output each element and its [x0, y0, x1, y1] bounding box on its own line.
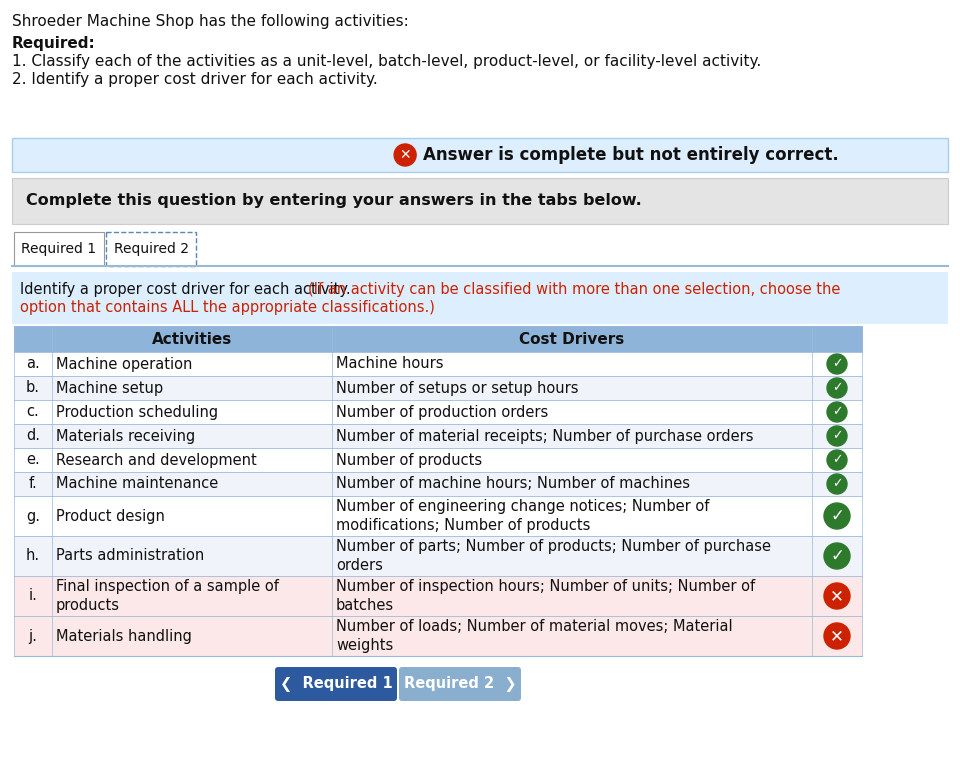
Text: (If an activity can be classified with more than one selection, choose the: (If an activity can be classified with m…: [308, 282, 840, 297]
Text: ✓: ✓: [831, 382, 842, 394]
Text: 2. Identify a proper cost driver for each activity.: 2. Identify a proper cost driver for eac…: [12, 72, 377, 87]
Text: Answer is complete but not entirely correct.: Answer is complete but not entirely corr…: [423, 146, 839, 164]
Circle shape: [824, 623, 850, 649]
Text: j.: j.: [29, 629, 37, 644]
Circle shape: [827, 426, 847, 446]
Text: h.: h.: [26, 548, 40, 564]
FancyBboxPatch shape: [14, 326, 862, 352]
Text: ✕: ✕: [830, 587, 844, 605]
FancyBboxPatch shape: [399, 667, 521, 701]
Text: ✕: ✕: [399, 148, 411, 162]
Circle shape: [827, 378, 847, 398]
Text: Number of products: Number of products: [336, 453, 482, 468]
FancyBboxPatch shape: [106, 232, 196, 266]
Text: Cost Drivers: Cost Drivers: [519, 332, 625, 346]
FancyBboxPatch shape: [12, 272, 948, 324]
FancyBboxPatch shape: [14, 536, 862, 576]
Text: f.: f.: [29, 476, 37, 492]
Text: Research and development: Research and development: [56, 453, 256, 468]
FancyBboxPatch shape: [14, 376, 862, 400]
Text: Number of parts; Number of products; Number of purchase
orders: Number of parts; Number of products; Num…: [336, 540, 771, 572]
Text: ✓: ✓: [830, 547, 844, 565]
Text: Number of inspection hours; Number of units; Number of
batches: Number of inspection hours; Number of un…: [336, 579, 756, 613]
Text: d.: d.: [26, 429, 40, 443]
FancyBboxPatch shape: [14, 472, 862, 496]
Text: a.: a.: [26, 357, 40, 371]
Text: Number of material receipts; Number of purchase orders: Number of material receipts; Number of p…: [336, 429, 754, 443]
Text: Machine hours: Machine hours: [336, 357, 444, 371]
FancyBboxPatch shape: [14, 496, 862, 536]
Circle shape: [824, 503, 850, 529]
Text: ✓: ✓: [831, 357, 842, 371]
Text: Required 2: Required 2: [113, 242, 188, 256]
FancyBboxPatch shape: [12, 178, 948, 224]
Text: ✓: ✓: [831, 406, 842, 418]
Text: Machine maintenance: Machine maintenance: [56, 476, 218, 492]
Circle shape: [827, 450, 847, 470]
Text: b.: b.: [26, 381, 40, 396]
Text: i.: i.: [29, 589, 37, 604]
FancyBboxPatch shape: [275, 667, 397, 701]
FancyBboxPatch shape: [14, 576, 862, 616]
Text: e.: e.: [26, 453, 40, 468]
Text: Materials receiving: Materials receiving: [56, 429, 195, 443]
Text: Number of machine hours; Number of machines: Number of machine hours; Number of machi…: [336, 476, 690, 492]
FancyBboxPatch shape: [12, 138, 948, 172]
Text: Machine operation: Machine operation: [56, 357, 192, 371]
Text: Required 2  ❯: Required 2 ❯: [404, 676, 516, 692]
FancyBboxPatch shape: [14, 352, 862, 376]
Text: Machine setup: Machine setup: [56, 381, 163, 396]
Text: Materials handling: Materials handling: [56, 629, 192, 644]
Text: g.: g.: [26, 508, 40, 523]
Circle shape: [824, 583, 850, 609]
Text: ✓: ✓: [831, 478, 842, 490]
FancyBboxPatch shape: [14, 616, 862, 656]
Text: ✓: ✓: [831, 429, 842, 443]
Text: c.: c.: [27, 404, 39, 419]
FancyBboxPatch shape: [14, 232, 104, 266]
Text: Number of production orders: Number of production orders: [336, 404, 548, 419]
Text: Production scheduling: Production scheduling: [56, 404, 218, 419]
Text: Complete this question by entering your answers in the tabs below.: Complete this question by entering your …: [26, 193, 641, 209]
Text: Required:: Required:: [12, 36, 96, 51]
Text: Parts administration: Parts administration: [56, 548, 204, 564]
Text: option that contains ALL the appropriate classifications.): option that contains ALL the appropriate…: [20, 300, 435, 315]
Text: Number of loads; Number of material moves; Material
weights: Number of loads; Number of material move…: [336, 619, 732, 653]
Text: ❮  Required 1: ❮ Required 1: [279, 676, 393, 692]
Circle shape: [824, 543, 850, 569]
Text: ✓: ✓: [830, 507, 844, 525]
Text: Number of setups or setup hours: Number of setups or setup hours: [336, 381, 579, 396]
Text: Final inspection of a sample of
products: Final inspection of a sample of products: [56, 579, 278, 613]
Text: ✕: ✕: [830, 627, 844, 645]
Text: Product design: Product design: [56, 508, 165, 523]
Text: Activities: Activities: [152, 332, 232, 346]
FancyBboxPatch shape: [14, 424, 862, 448]
Text: 1. Classify each of the activities as a unit-level, batch-level, product-level, : 1. Classify each of the activities as a …: [12, 54, 761, 69]
Text: Required 1: Required 1: [21, 242, 97, 256]
Circle shape: [827, 354, 847, 374]
FancyBboxPatch shape: [14, 400, 862, 424]
FancyBboxPatch shape: [14, 448, 862, 472]
Text: Number of engineering change notices; Number of
modifications; Number of product: Number of engineering change notices; Nu…: [336, 499, 709, 533]
Circle shape: [827, 402, 847, 422]
Text: ✓: ✓: [831, 454, 842, 467]
Text: Identify a proper cost driver for each activity.: Identify a proper cost driver for each a…: [20, 282, 350, 297]
Text: Shroeder Machine Shop has the following activities:: Shroeder Machine Shop has the following …: [12, 14, 409, 29]
Circle shape: [827, 474, 847, 494]
Circle shape: [395, 144, 416, 166]
